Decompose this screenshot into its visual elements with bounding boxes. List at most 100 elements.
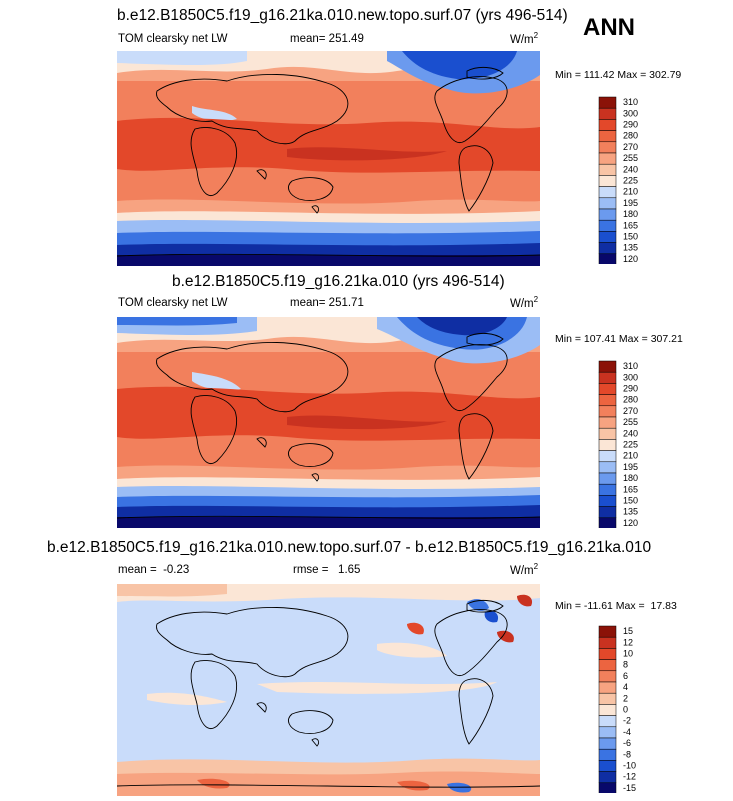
colorbar-tick-label: 195 — [623, 198, 638, 208]
colorbar-tick-label: 280 — [623, 131, 638, 141]
colorbar-tick-label: 290 — [623, 383, 638, 393]
colorbar-swatch — [598, 96, 617, 109]
colorbar-tick-label: -2 — [623, 716, 631, 726]
colorbar-tick-label: 150 — [623, 231, 638, 241]
panel-2-variable: TOM clearsky net LW — [118, 297, 228, 309]
colorbar-tick-label: 195 — [623, 462, 638, 472]
colorbar-swatch — [598, 163, 617, 176]
colorbar-tick-label: 240 — [623, 164, 638, 174]
colorbar-swatch — [598, 704, 617, 716]
colorbar-tick-label: 180 — [623, 473, 638, 483]
colorbar-swatch — [598, 472, 617, 485]
colorbar-tick-label: -4 — [623, 727, 631, 737]
panel-3-rmse: rmse = 1.65 — [293, 564, 361, 576]
colorbar-tick-label: 290 — [623, 119, 638, 129]
panel-1-units: W/m2 — [510, 31, 539, 46]
colorbar-swatch — [598, 636, 617, 649]
colorbar-tick-label: 135 — [623, 507, 638, 517]
colorbar-tick-label: 300 — [623, 108, 638, 118]
colorbar-swatch — [598, 760, 617, 772]
colorbar-tick-label: 120 — [623, 518, 638, 528]
colorbar-swatch — [598, 360, 617, 373]
colorbar-tick-label: -15 — [623, 783, 636, 793]
colorbar-swatch — [598, 253, 617, 264]
panel-3-minmax: Min = -11.61 Max = 17.83 — [555, 600, 677, 612]
colorbar-swatch — [598, 625, 617, 638]
colorbar-tick-label: 270 — [623, 142, 638, 152]
colorbar-swatch — [598, 771, 617, 784]
panel-3-colorbar-swatches — [598, 625, 617, 793]
panel-2-mean: mean= 251.71 — [290, 297, 364, 309]
colorbar-tick-label: 255 — [623, 417, 638, 427]
colorbar-swatch — [598, 495, 617, 507]
colorbar-tick-label: -10 — [623, 760, 636, 770]
colorbar-swatch — [598, 427, 617, 440]
colorbar-tick-label: 120 — [623, 254, 638, 264]
colorbar-swatch — [598, 681, 617, 694]
colorbar-swatch — [598, 659, 617, 672]
colorbar-tick-label: 210 — [623, 451, 638, 461]
panel-1-variable: TOM clearsky net LW — [118, 33, 228, 45]
colorbar-tick-label: 165 — [623, 484, 638, 494]
colorbar-swatch — [598, 208, 617, 221]
colorbar-tick-label: 135 — [623, 243, 638, 253]
colorbar-swatch — [598, 461, 617, 474]
colorbar-tick-label: 270 — [623, 406, 638, 416]
colorbar-tick-label: 6 — [623, 671, 628, 681]
colorbar-swatch — [598, 130, 617, 143]
colorbar-swatch — [598, 450, 617, 463]
colorbar-swatch — [598, 737, 617, 750]
colorbar-tick-label: -8 — [623, 749, 631, 759]
colorbar-swatch — [598, 186, 617, 199]
colorbar-tick-label: 10 — [623, 648, 633, 658]
colorbar-swatch — [598, 648, 617, 660]
colorbar-tick-label: 210 — [623, 187, 638, 197]
panel-3-mean: mean = -0.23 — [118, 564, 190, 576]
colorbar-swatch — [598, 371, 617, 384]
colorbar-swatch — [598, 107, 617, 120]
panel-1-minmax: Min = 111.42 Max = 302.79 — [555, 69, 682, 81]
colorbar-swatch — [598, 670, 617, 683]
colorbar-tick-label: 310 — [623, 361, 638, 371]
colorbar-swatch — [598, 506, 617, 519]
colorbar-swatch — [598, 219, 617, 232]
panel-3-title: b.e12.B1850C5.f19_g16.21ka.010.new.topo.… — [47, 539, 652, 556]
colorbar-swatch — [598, 394, 617, 407]
colorbar-tick-label: 240 — [623, 428, 638, 438]
colorbar-swatch — [598, 782, 617, 793]
colorbar-tick-label: -12 — [623, 772, 636, 782]
colorbar-swatch — [598, 141, 617, 154]
colorbar-tick-label: 150 — [623, 495, 638, 505]
colorbar-tick-label: -6 — [623, 738, 631, 748]
colorbar-tick-label: 180 — [623, 209, 638, 219]
panel-2-title: b.e12.B1850C5.f19_g16.21ka.010 (yrs 496-… — [172, 273, 505, 290]
colorbar-tick-label: 310 — [623, 97, 638, 107]
colorbar-swatch — [598, 483, 617, 496]
colorbar-swatch — [598, 119, 617, 131]
colorbar-tick-label: 255 — [623, 153, 638, 163]
colorbar-tick-label: 15 — [623, 626, 633, 636]
colorbar-swatch — [598, 405, 617, 418]
colorbar-swatch — [598, 242, 617, 255]
colorbar-swatch — [598, 726, 617, 739]
colorbar-swatch — [598, 517, 617, 528]
colorbar-swatch — [598, 175, 617, 187]
panel-1-title: b.e12.B1850C5.f19_g16.21ka.010.new.topo.… — [117, 7, 568, 24]
panel-2-map — [117, 317, 540, 528]
colorbar-tick-label: 0 — [623, 704, 628, 714]
colorbar-tick-label: 8 — [623, 660, 628, 670]
panel-1-colorbar-swatches — [598, 96, 617, 264]
panel-2-minmax: Min = 107.41 Max = 307.21 — [555, 333, 683, 345]
panel-3-units: W/m2 — [510, 562, 539, 577]
colorbar-tick-label: 12 — [623, 637, 633, 647]
colorbar-tick-label: 165 — [623, 220, 638, 230]
panel-1-mean: mean= 251.49 — [290, 33, 364, 45]
colorbar-swatch — [598, 197, 617, 210]
colorbar-tick-label: 225 — [623, 439, 638, 449]
